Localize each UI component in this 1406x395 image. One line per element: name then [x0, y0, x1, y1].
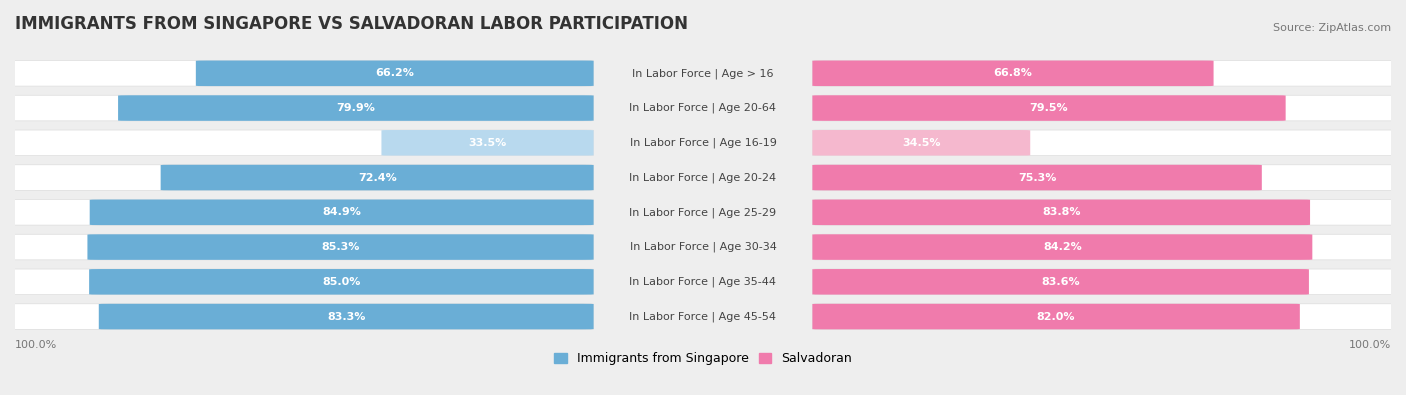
FancyBboxPatch shape: [813, 130, 1402, 156]
Text: 72.4%: 72.4%: [357, 173, 396, 182]
Text: 34.5%: 34.5%: [903, 138, 941, 148]
Legend: Immigrants from Singapore, Salvadoran: Immigrants from Singapore, Salvadoran: [554, 352, 852, 365]
Text: 66.2%: 66.2%: [375, 68, 415, 78]
FancyBboxPatch shape: [4, 130, 593, 156]
FancyBboxPatch shape: [813, 304, 1402, 329]
Text: In Labor Force | Age 16-19: In Labor Force | Age 16-19: [630, 137, 776, 148]
FancyBboxPatch shape: [4, 199, 593, 225]
FancyBboxPatch shape: [813, 60, 1213, 86]
FancyBboxPatch shape: [813, 95, 1402, 121]
Text: In Labor Force | Age 35-44: In Labor Force | Age 35-44: [630, 276, 776, 287]
FancyBboxPatch shape: [813, 130, 1031, 156]
Text: In Labor Force | Age 20-24: In Labor Force | Age 20-24: [630, 172, 776, 183]
Text: 83.6%: 83.6%: [1042, 277, 1080, 287]
Text: 84.9%: 84.9%: [322, 207, 361, 217]
Text: Source: ZipAtlas.com: Source: ZipAtlas.com: [1272, 23, 1391, 33]
Text: 82.0%: 82.0%: [1036, 312, 1076, 322]
Text: In Labor Force | Age > 16: In Labor Force | Age > 16: [633, 68, 773, 79]
FancyBboxPatch shape: [4, 304, 593, 329]
Text: 83.8%: 83.8%: [1042, 207, 1080, 217]
FancyBboxPatch shape: [813, 165, 1402, 190]
Text: 83.3%: 83.3%: [328, 312, 366, 322]
Text: In Labor Force | Age 30-34: In Labor Force | Age 30-34: [630, 242, 776, 252]
Text: 75.3%: 75.3%: [1018, 173, 1056, 182]
FancyBboxPatch shape: [813, 304, 1299, 329]
FancyBboxPatch shape: [87, 234, 593, 260]
FancyBboxPatch shape: [813, 199, 1402, 225]
FancyBboxPatch shape: [90, 199, 593, 225]
FancyBboxPatch shape: [813, 269, 1309, 295]
FancyBboxPatch shape: [89, 269, 593, 295]
Text: In Labor Force | Age 25-29: In Labor Force | Age 25-29: [630, 207, 776, 218]
Text: 79.5%: 79.5%: [1029, 103, 1069, 113]
Text: 100.0%: 100.0%: [15, 340, 58, 350]
Text: 100.0%: 100.0%: [1348, 340, 1391, 350]
FancyBboxPatch shape: [813, 60, 1402, 86]
FancyBboxPatch shape: [4, 234, 593, 260]
Text: 66.8%: 66.8%: [994, 68, 1032, 78]
Text: IMMIGRANTS FROM SINGAPORE VS SALVADORAN LABOR PARTICIPATION: IMMIGRANTS FROM SINGAPORE VS SALVADORAN …: [15, 15, 688, 33]
FancyBboxPatch shape: [381, 130, 593, 156]
Text: 85.3%: 85.3%: [322, 242, 360, 252]
Text: 33.5%: 33.5%: [468, 138, 506, 148]
FancyBboxPatch shape: [160, 165, 593, 190]
FancyBboxPatch shape: [813, 199, 1310, 225]
Text: 84.2%: 84.2%: [1043, 242, 1081, 252]
Text: 85.0%: 85.0%: [322, 277, 360, 287]
FancyBboxPatch shape: [4, 60, 593, 86]
FancyBboxPatch shape: [4, 95, 593, 121]
FancyBboxPatch shape: [813, 234, 1402, 260]
FancyBboxPatch shape: [4, 269, 593, 295]
Text: In Labor Force | Age 45-54: In Labor Force | Age 45-54: [630, 311, 776, 322]
Text: 79.9%: 79.9%: [336, 103, 375, 113]
FancyBboxPatch shape: [195, 60, 593, 86]
FancyBboxPatch shape: [4, 165, 593, 190]
Text: In Labor Force | Age 20-64: In Labor Force | Age 20-64: [630, 103, 776, 113]
FancyBboxPatch shape: [813, 165, 1261, 190]
FancyBboxPatch shape: [813, 95, 1285, 121]
FancyBboxPatch shape: [813, 234, 1312, 260]
FancyBboxPatch shape: [118, 95, 593, 121]
FancyBboxPatch shape: [813, 269, 1402, 295]
FancyBboxPatch shape: [98, 304, 593, 329]
